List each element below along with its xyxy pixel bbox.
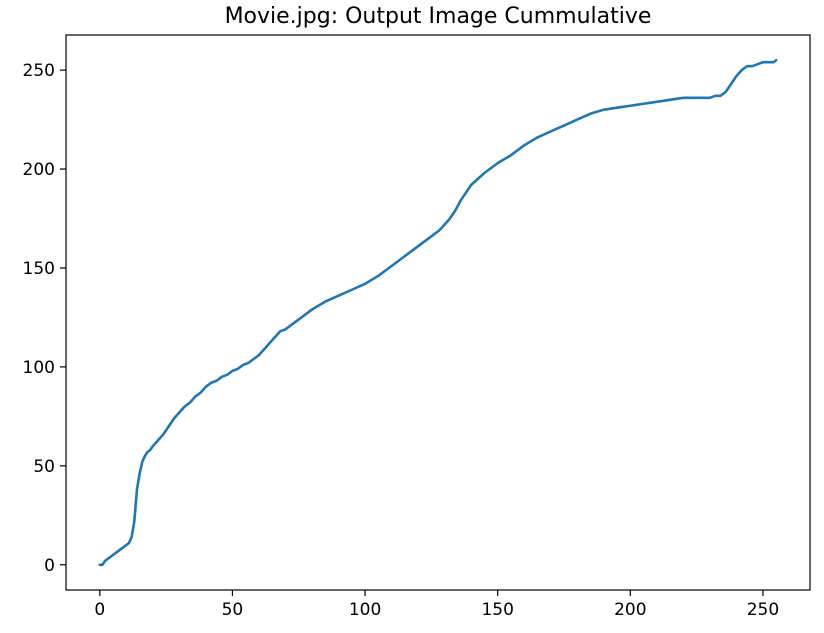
y-tick-label: 150 xyxy=(23,259,55,279)
y-tick-label: 100 xyxy=(23,358,55,378)
plot-area-frame xyxy=(65,34,811,591)
series-line-0 xyxy=(98,58,778,567)
x-tick-label: 0 xyxy=(94,600,105,620)
y-tick-label: 50 xyxy=(33,457,55,477)
x-tick-label: 150 xyxy=(481,600,513,620)
x-tick-label: 200 xyxy=(614,600,646,620)
x-tick-label: 100 xyxy=(349,600,381,620)
y-tick-label: 250 xyxy=(23,61,55,81)
x-tick-label: 50 xyxy=(222,600,244,620)
y-tick-label: 0 xyxy=(44,556,55,576)
series-group xyxy=(98,58,778,567)
x-tick-label: 250 xyxy=(747,600,779,620)
chart-title: Movie.jpg: Output Image Cummulative xyxy=(225,4,652,29)
x-axis: 0 50 100 150 200 250 xyxy=(94,590,779,620)
y-axis: 0 50 100 150 200 250 xyxy=(23,61,66,576)
y-tick-label: 200 xyxy=(23,160,55,180)
